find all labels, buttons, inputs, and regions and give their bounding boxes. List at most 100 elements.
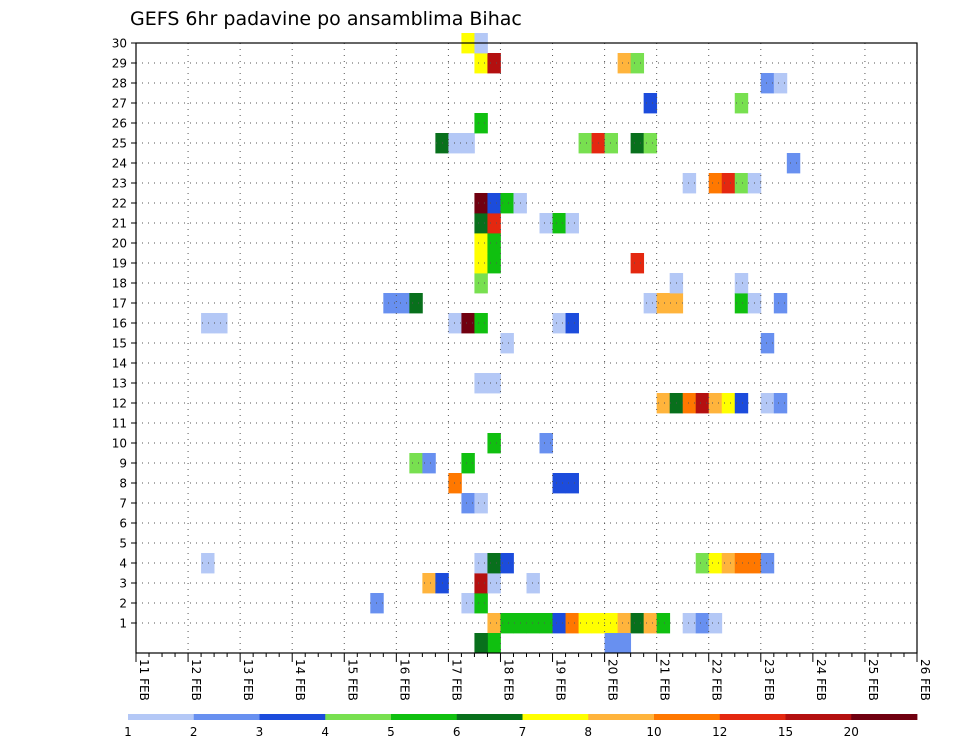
precip-cell [474, 213, 488, 234]
precip-cell [474, 53, 488, 74]
x-tick-label: 24 FEB [814, 659, 828, 701]
precip-cell [461, 453, 475, 474]
y-tick-label: 20 [112, 237, 127, 251]
y-tick-label: 22 [112, 197, 127, 211]
chart-title: GEFS 6hr padavine po ansamblima Bihac [130, 8, 522, 30]
precip-cell [474, 373, 488, 394]
precip-cell [474, 633, 488, 654]
x-tick-label: 19 FEB [554, 659, 568, 701]
y-tick-label: 30 [112, 37, 127, 51]
y-tick-label: 24 [112, 157, 127, 171]
precip-cell [617, 53, 632, 74]
precip-cell [487, 613, 501, 634]
precip-cell [487, 233, 501, 254]
precip-cell [734, 93, 749, 114]
x-tick-label: 12 FEB [189, 659, 203, 701]
precip-cell [617, 633, 632, 654]
precip-cell [487, 253, 501, 274]
precip-cell [448, 133, 462, 154]
precip-cell [708, 613, 723, 634]
x-tick-label: 25 FEB [866, 659, 880, 701]
precip-cell [474, 573, 488, 594]
precip-cell [409, 293, 423, 314]
y-tick-label: 7 [119, 497, 127, 511]
precip-cell [201, 553, 215, 574]
precip-cell [539, 613, 553, 634]
precip-cell [630, 253, 645, 274]
precip-cell [708, 553, 723, 574]
precip-cell [656, 613, 671, 634]
y-tick-label: 23 [112, 177, 127, 191]
colorbar-label: 6 [453, 725, 461, 739]
y-tick-label: 16 [112, 317, 127, 331]
precip-cell [630, 133, 645, 154]
precip-cell [760, 553, 775, 574]
y-tick-label: 15 [112, 337, 127, 351]
y-tick-label: 14 [112, 357, 127, 371]
precip-cell [487, 373, 501, 394]
y-tick-label: 6 [119, 517, 127, 531]
precip-cell [474, 313, 488, 334]
precip-cell [630, 53, 645, 74]
precip-cell [370, 593, 384, 614]
precip-cell [695, 393, 710, 414]
precip-cell [578, 613, 592, 634]
precip-cell [734, 553, 749, 574]
precip-cell [760, 333, 775, 354]
x-tick-label: 22 FEB [710, 659, 724, 701]
precip-cell [474, 113, 488, 134]
precip-cell [565, 313, 579, 334]
precip-cell [461, 133, 475, 154]
precip-cell [682, 173, 697, 194]
y-tick-label: 4 [119, 557, 127, 571]
colorbar-label: 4 [321, 725, 329, 739]
y-tick-label: 3 [119, 577, 127, 591]
colorbar-label: 20 [844, 725, 859, 739]
x-tick-label: 23 FEB [762, 659, 776, 701]
y-tick-label: 19 [112, 257, 127, 271]
colorbar-swatch [456, 714, 523, 720]
precip-cell [552, 313, 566, 334]
x-tick-label: 13 FEB [241, 659, 255, 701]
plot-frame [135, 42, 918, 654]
colorbar-swatch [325, 714, 392, 720]
precip-cell [201, 313, 215, 334]
precip-cell [565, 613, 579, 634]
precip-cell [643, 93, 658, 114]
precip-cell [461, 593, 475, 614]
y-tick-label: 26 [112, 117, 127, 131]
y-tick-label: 1 [119, 617, 127, 631]
y-tick-label: 13 [112, 377, 127, 391]
grid-layer [136, 42, 917, 653]
precip-cell [773, 293, 788, 314]
y-tick-label: 27 [112, 97, 127, 111]
colorbar-label: 3 [256, 725, 264, 739]
precip-cell [474, 253, 488, 274]
precip-cell [721, 173, 736, 194]
colorbar-swatch [391, 714, 458, 720]
x-axis: 11 FEB 12 FEB 13 FEB 14 FEB 15 FEB 16 FEB 17 F… [135, 653, 932, 701]
precip-cell [708, 393, 723, 414]
precip-cell [734, 273, 749, 294]
precip-cell [487, 633, 501, 654]
precip-cell [474, 493, 488, 514]
x-tick-label: 18 FEB [501, 659, 515, 701]
colorbar-swatch [654, 714, 721, 720]
colorbar-label: 15 [778, 725, 793, 739]
colorbar-swatch [785, 714, 852, 720]
x-tick-label: 11 FEB [137, 659, 151, 701]
precip-cell [383, 293, 397, 314]
precip-cell [422, 573, 436, 594]
y-tick-label: 9 [119, 457, 127, 471]
precip-cell [500, 553, 514, 574]
y-tick-label: 12 [112, 397, 127, 411]
y-tick-label: 5 [119, 537, 127, 551]
precip-cell [409, 453, 423, 474]
precip-cell [721, 393, 736, 414]
colorbar-swatch [193, 714, 260, 720]
precip-cell [552, 613, 566, 634]
y-tick-label: 25 [112, 137, 127, 151]
precip-cell [539, 433, 553, 454]
precip-cell [552, 473, 566, 494]
